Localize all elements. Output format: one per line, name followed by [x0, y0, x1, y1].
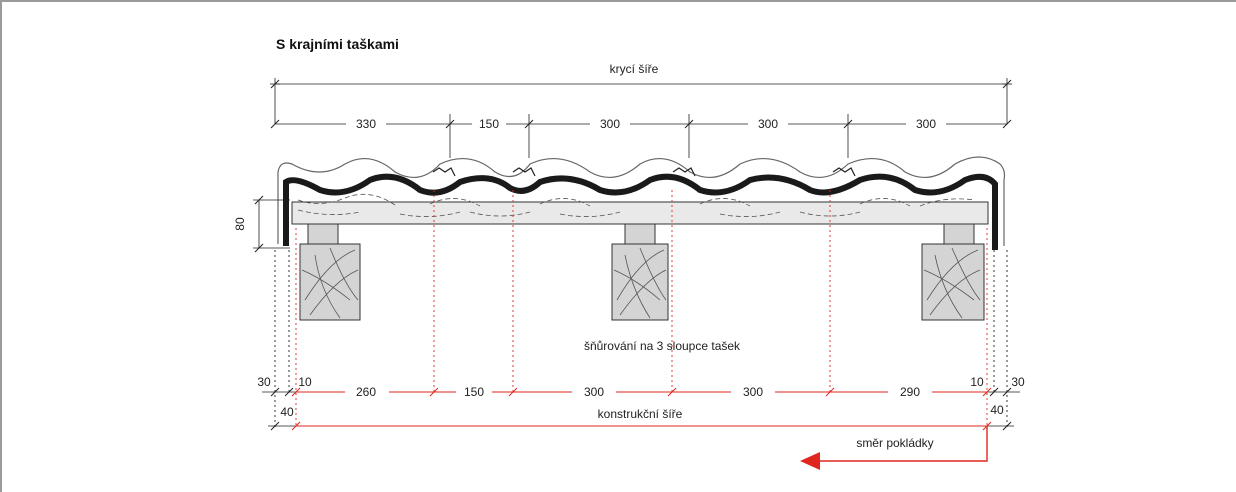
cover-width-label: krycí šíře	[610, 62, 659, 76]
rafters	[299, 223, 985, 321]
height-label: 80	[233, 217, 247, 231]
bottom-segments-dimension: 260 150 300 300 290 30 10 10 30	[257, 375, 1025, 400]
rafter-right	[921, 223, 985, 321]
rafter-center	[611, 223, 669, 321]
laying-direction-label: směr pokládky	[856, 436, 933, 450]
right-offset-40: 40	[990, 403, 1004, 417]
height-dimension: 80	[233, 195, 290, 253]
construction-width-dimension: konstrukční šíře 40 40	[268, 403, 1014, 431]
left-offset-10: 10	[298, 375, 312, 389]
lacing-note: šňůrování na 3 sloupce tašek	[584, 339, 741, 353]
laying-direction: směr pokládky	[800, 426, 988, 470]
top-segment-1: 330	[356, 117, 376, 131]
construction-width-label: konstrukční šíře	[598, 407, 683, 421]
bottom-segment-5: 290	[900, 385, 920, 399]
rafter-left	[299, 223, 361, 321]
top-segment-2: 150	[479, 117, 499, 131]
top-segment-3: 300	[600, 117, 620, 131]
top-segment-5: 300	[916, 117, 936, 131]
top-segments-dimension: 330 150 300 300 300	[270, 114, 1012, 158]
cover-width-dimension: krycí šíře	[270, 62, 1012, 124]
tile-profile	[277, 156, 1006, 250]
figure-title: S krajními taškami	[276, 36, 399, 52]
right-offset-30: 30	[1011, 375, 1025, 389]
top-segment-4: 300	[758, 117, 778, 131]
bottom-segment-4: 300	[743, 385, 763, 399]
batten	[291, 201, 989, 225]
guide-lines	[274, 190, 1008, 428]
bottom-segment-2: 150	[464, 385, 484, 399]
left-offset-40: 40	[280, 405, 294, 419]
left-offset-30: 30	[257, 375, 271, 389]
bottom-segment-3: 300	[584, 385, 604, 399]
right-offset-10: 10	[970, 375, 984, 389]
bottom-segment-1: 260	[356, 385, 376, 399]
